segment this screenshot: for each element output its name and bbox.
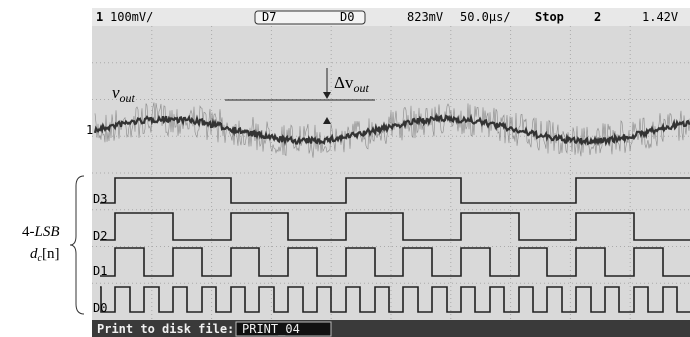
delta-subscript: out (353, 81, 369, 95)
d2-label: D2 (93, 229, 107, 243)
d3-label: D3 (93, 192, 107, 206)
trigger-voltage: 1.42V (642, 10, 678, 24)
vout-subscript: out (120, 91, 136, 105)
footer-label: Print to disk file: (97, 322, 234, 336)
dc-label: dc[n] (30, 246, 59, 264)
d0-label: D0 (93, 301, 107, 315)
run-state: Stop (535, 10, 564, 24)
lsb-label: 4-LSB (22, 224, 60, 240)
brace (70, 176, 84, 314)
page: 1 100mV/ D7 D0 823mV 50.0µs/ Stop 2 1.42… (0, 0, 690, 337)
digital-high: D7 (262, 10, 276, 24)
delta-main: Δv (334, 73, 354, 92)
lsb-text: LSB (34, 224, 60, 240)
digital-low: D0 (340, 10, 354, 24)
trigger-channel: 2 (594, 10, 601, 24)
analog-channel-label: 1 (86, 123, 93, 137)
d1-label: D1 (93, 264, 107, 278)
channel-scale: 100mV/ (110, 10, 153, 24)
channel-number: 1 (96, 10, 103, 24)
figure: 1 100mV/ D7 D0 823mV 50.0µs/ Stop 2 1.42… (0, 0, 690, 337)
dc-index: [n] (42, 246, 60, 262)
trigger-level: 823mV (407, 10, 443, 24)
lsb-prefix: 4- (22, 224, 35, 240)
timebase: 50.0µs/ (460, 10, 511, 24)
file-name: PRINT_04 (242, 322, 300, 336)
